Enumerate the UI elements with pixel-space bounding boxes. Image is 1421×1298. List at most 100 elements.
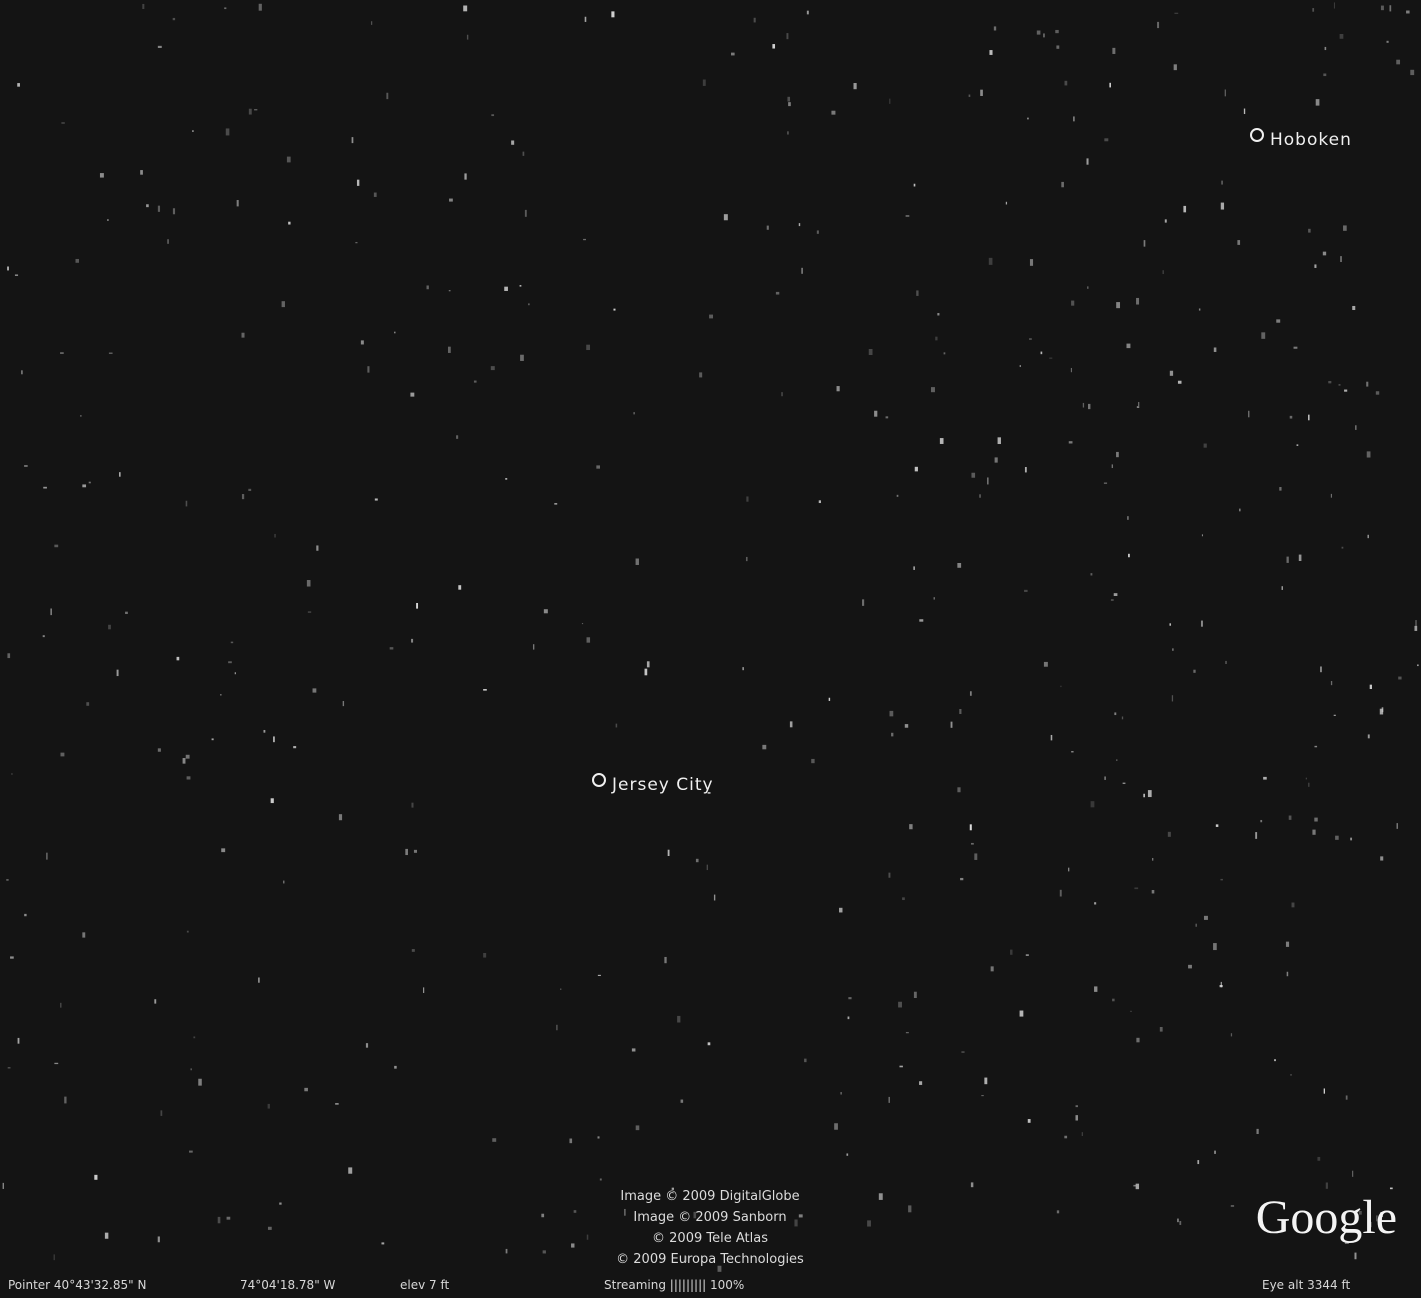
terrain-speck xyxy=(1328,380,1332,384)
terrain-speck xyxy=(1061,181,1064,188)
terrain-speck xyxy=(969,824,972,831)
terrain-speck xyxy=(1312,8,1315,12)
terrain-speck xyxy=(1376,1215,1378,1222)
terrain-speck xyxy=(1059,889,1062,897)
terrain-speck xyxy=(1147,790,1152,798)
terrain-speck xyxy=(258,977,260,983)
terrain-speck xyxy=(1129,1010,1132,1012)
terrain-speck xyxy=(6,879,9,881)
place-name: Hoboken xyxy=(1270,130,1352,150)
terrain-speck xyxy=(671,1187,674,1190)
place-label[interactable]: Hoboken xyxy=(1250,128,1352,150)
terrain-speck xyxy=(1358,1210,1362,1215)
terrain-speck xyxy=(840,1092,842,1095)
terrain-speck xyxy=(1341,546,1344,549)
terrain-speck xyxy=(979,494,981,498)
terrain-speck xyxy=(834,1123,838,1130)
terrain-speck xyxy=(1398,676,1402,680)
terrain-speck xyxy=(258,3,262,11)
terrain-speck xyxy=(464,173,467,180)
terrain-speck xyxy=(745,556,748,562)
terrain-speck xyxy=(1323,1088,1325,1094)
terrain-speck xyxy=(1322,251,1327,256)
terrain-speck xyxy=(1193,669,1196,673)
terrain-speck xyxy=(889,98,891,104)
terrain-speck xyxy=(1088,403,1091,410)
terrain-speck xyxy=(930,387,935,393)
terrain-speck xyxy=(695,858,699,863)
terrain-speck xyxy=(904,724,909,728)
terrain-speck xyxy=(1215,824,1219,827)
terrain-speck xyxy=(1112,998,1115,1002)
terrain-speck xyxy=(1345,1095,1348,1100)
terrain-speck xyxy=(919,619,924,622)
terrain-speck xyxy=(394,331,396,334)
terrain-speck xyxy=(46,852,48,860)
terrain-speck xyxy=(316,545,319,551)
terrain-speck xyxy=(374,498,378,501)
terrain-speck xyxy=(693,1211,697,1219)
terrain-speck xyxy=(307,611,312,613)
terrain-speck xyxy=(868,348,873,356)
terrain-speck xyxy=(335,1103,339,1105)
terrain-speck xyxy=(597,1136,600,1139)
terrain-speck xyxy=(254,109,258,111)
terrain-speck xyxy=(702,79,706,86)
terrain-speck xyxy=(1352,305,1356,311)
terrain-speck xyxy=(1213,347,1217,352)
terrain-speck xyxy=(386,92,389,100)
terrain-speck xyxy=(1071,751,1074,753)
terrain-speck xyxy=(586,344,591,351)
terrain-speck xyxy=(970,1182,974,1188)
terrain-speck xyxy=(971,472,976,478)
terrain-speck xyxy=(905,1031,909,1034)
attribution-line: © 2009 Europa Technologies xyxy=(616,1252,804,1267)
terrain-speck xyxy=(411,802,414,808)
terrain-speck xyxy=(1112,47,1116,54)
terrain-speck xyxy=(1114,712,1117,716)
terrain-speck xyxy=(599,1178,602,1181)
terrain-speck xyxy=(1113,593,1118,596)
terrain-speck xyxy=(542,1250,546,1254)
terrain-speck xyxy=(75,258,79,263)
terrain-speck xyxy=(24,913,27,917)
terrain-speck xyxy=(373,192,377,197)
terrain-speck xyxy=(381,1242,385,1245)
terrain-speck xyxy=(1197,1160,1200,1165)
terrain-speck xyxy=(1381,707,1384,713)
terrain-speck xyxy=(1335,835,1339,840)
terrain-speck xyxy=(950,721,953,728)
terrain-speck xyxy=(1344,1241,1349,1244)
terrain-speck xyxy=(82,484,87,488)
terrain-speck xyxy=(1380,856,1384,861)
terrain-speck xyxy=(1239,508,1241,512)
terrain-speck xyxy=(1288,815,1292,820)
terrain-speck xyxy=(1024,589,1028,592)
terrain-speck xyxy=(1308,414,1310,421)
terrain-speck xyxy=(248,108,252,115)
terrain-speck xyxy=(1293,346,1298,349)
terrain-speck xyxy=(1133,1184,1137,1187)
terrain-speck xyxy=(644,668,648,676)
terrain-speck xyxy=(1126,343,1131,349)
terrain-speck xyxy=(1261,332,1266,339)
terrain-speck xyxy=(1389,1187,1393,1190)
terrain-speck xyxy=(306,580,311,587)
terrain-speck xyxy=(267,1103,270,1109)
place-label[interactable]: Jersey City xyxy=(592,773,714,795)
terrain-speck xyxy=(293,746,297,749)
terrain-speck xyxy=(631,1048,636,1052)
terrain-speck xyxy=(914,466,918,472)
terrain-speck xyxy=(192,130,194,133)
terrain-speck xyxy=(898,1001,902,1008)
terrain-speck xyxy=(766,225,769,230)
terrain-speck xyxy=(989,50,993,55)
terrain-speck xyxy=(416,602,419,609)
terrain-speck xyxy=(167,239,169,244)
terrain-speck xyxy=(1064,80,1068,86)
terrain-speck xyxy=(7,1067,11,1069)
pointer-elevation: elev 7 ft xyxy=(400,1278,450,1292)
terrain-speck xyxy=(186,930,189,933)
terrain-speck xyxy=(554,503,558,505)
